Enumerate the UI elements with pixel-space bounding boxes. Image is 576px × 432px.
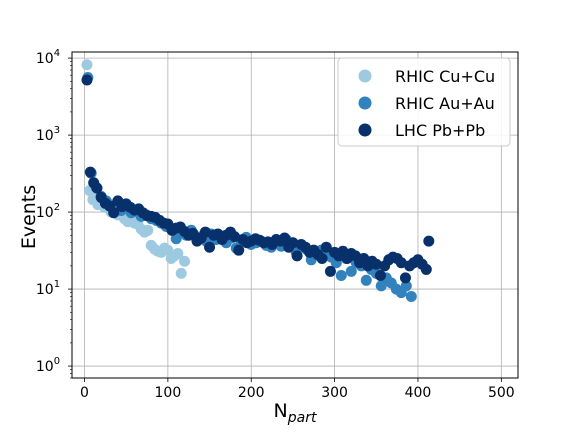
y-axis-label: Events [18, 185, 40, 249]
data-point [81, 59, 93, 71]
y-tick-base: 10 [36, 51, 54, 67]
legend-marker [358, 123, 372, 137]
y-tick-label: 103 [36, 125, 60, 144]
data-point [175, 267, 187, 279]
series-rhic-cu-cu [81, 59, 191, 279]
data-point [335, 270, 347, 282]
data-point [199, 226, 211, 238]
legend-label: RHIC Cu+Cu [395, 67, 495, 86]
y-tick-base: 10 [36, 205, 54, 221]
legend-label: LHC Pb+Pb [395, 121, 485, 140]
data-point [142, 224, 154, 236]
x-tick-label: 100 [155, 385, 182, 401]
data-point [172, 247, 184, 259]
legend-marker [358, 96, 372, 110]
series-lhc-pb-pb [81, 74, 435, 284]
data-point [291, 250, 303, 262]
legend-marker [358, 69, 372, 83]
x-tick-label: 300 [321, 385, 348, 401]
data-point [395, 257, 407, 269]
data-point [279, 232, 291, 244]
legend-label: RHIC Au+Au [395, 94, 495, 113]
y-tick-base: 10 [36, 128, 54, 144]
y-tick-label: 101 [36, 279, 60, 298]
data-point [423, 235, 435, 247]
data-point [324, 265, 336, 277]
data-point [287, 237, 299, 249]
x-axis-label: Npart [274, 400, 317, 426]
data-point [420, 263, 432, 275]
data-point [84, 166, 96, 178]
x-axis-label-subscript: part [287, 410, 317, 426]
y-tick-label: 104 [36, 48, 60, 67]
data-point [233, 244, 245, 256]
legend: RHIC Cu+Cu RHIC Au+Au LHC Pb+Pb [337, 57, 511, 147]
plot-frame [71, 51, 519, 379]
data-point [360, 274, 372, 286]
y-tick-exponent: 3 [54, 125, 60, 136]
y-tick-exponent: 2 [54, 202, 60, 213]
points-layer [81, 59, 435, 303]
data-point [405, 291, 417, 303]
legend-items: RHIC Cu+Cu RHIC Au+Au LHC Pb+Pb [358, 67, 495, 140]
y-tick-label: 102 [36, 202, 60, 221]
x-tick-label: 200 [238, 385, 265, 401]
x-tick-label: 500 [488, 385, 515, 401]
data-point [316, 252, 328, 264]
data-point [91, 182, 103, 194]
y-tick-label: 100 [36, 356, 60, 375]
x-tick-label: 0 [80, 385, 89, 401]
data-point [400, 280, 412, 292]
legend-box [337, 57, 511, 147]
data-point [345, 265, 357, 277]
data-point [399, 272, 411, 284]
x-tick-label: 400 [405, 385, 432, 401]
y-tick-exponent: 4 [54, 48, 60, 59]
data-point [204, 241, 216, 253]
y-tick-exponent: 0 [54, 356, 60, 367]
y-tick-exponent: 1 [54, 279, 60, 290]
data-point [81, 74, 93, 86]
y-tick-base: 10 [36, 282, 54, 298]
data-point [374, 270, 386, 282]
data-point [179, 255, 191, 267]
y-tick-base: 10 [36, 359, 54, 375]
data-point [370, 258, 382, 270]
data-point [108, 207, 120, 219]
data-point [229, 231, 241, 243]
data-point [375, 280, 387, 292]
data-point [320, 241, 332, 253]
